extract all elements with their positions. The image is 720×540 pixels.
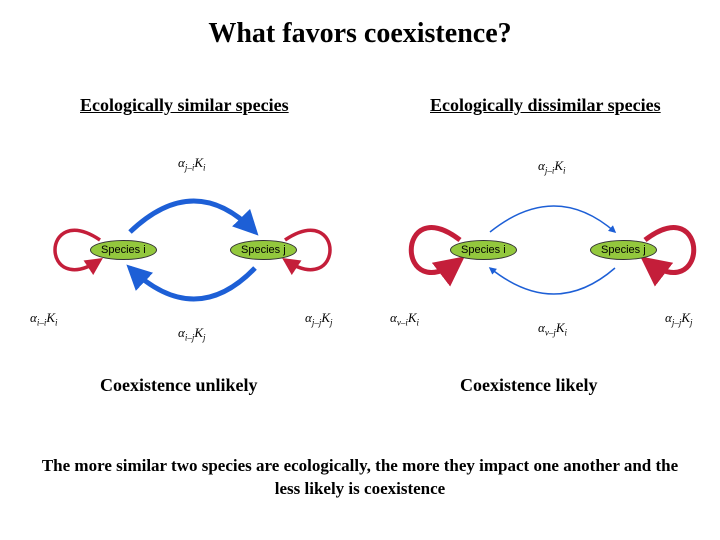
footer-text: The more similar two species are ecologi… xyxy=(40,455,680,501)
left-diagram: Species i Species j αj–iKi αi–jKj αi–iKi… xyxy=(30,140,350,350)
right-diagram: Species i Species j αj–iKi αv–jKi αv–iKi… xyxy=(390,140,710,350)
right-top-coef: αj–iKi xyxy=(538,158,566,176)
left-top-coef: αj–iKi xyxy=(178,155,206,173)
left-heading: Ecologically similar species xyxy=(80,95,289,116)
right-bottom-coef: αv–jKi xyxy=(538,320,567,338)
left-species-j: Species j xyxy=(230,240,297,260)
left-verdict: Coexistence unlikely xyxy=(100,375,258,396)
right-arrow-j-to-i xyxy=(490,268,615,294)
left-arrow-j-to-i xyxy=(130,268,255,299)
right-verdict: Coexistence likely xyxy=(460,375,597,396)
right-self-j-coef: αj–jKj xyxy=(665,310,693,328)
right-heading: Ecologically dissimilar species xyxy=(430,95,661,116)
right-species-i: Species i xyxy=(450,240,517,260)
right-arrow-i-to-j xyxy=(490,206,615,232)
left-bottom-coef: αi–jKj xyxy=(178,325,206,343)
left-arrow-i-to-j xyxy=(130,201,255,232)
right-self-i-coef: αv–iKi xyxy=(390,310,419,328)
left-self-j-coef: αj–jKj xyxy=(305,310,333,328)
left-self-i-coef: αi–iKi xyxy=(30,310,58,328)
left-species-i: Species i xyxy=(90,240,157,260)
page-title: What favors coexistence? xyxy=(0,18,720,50)
right-species-j: Species j xyxy=(590,240,657,260)
